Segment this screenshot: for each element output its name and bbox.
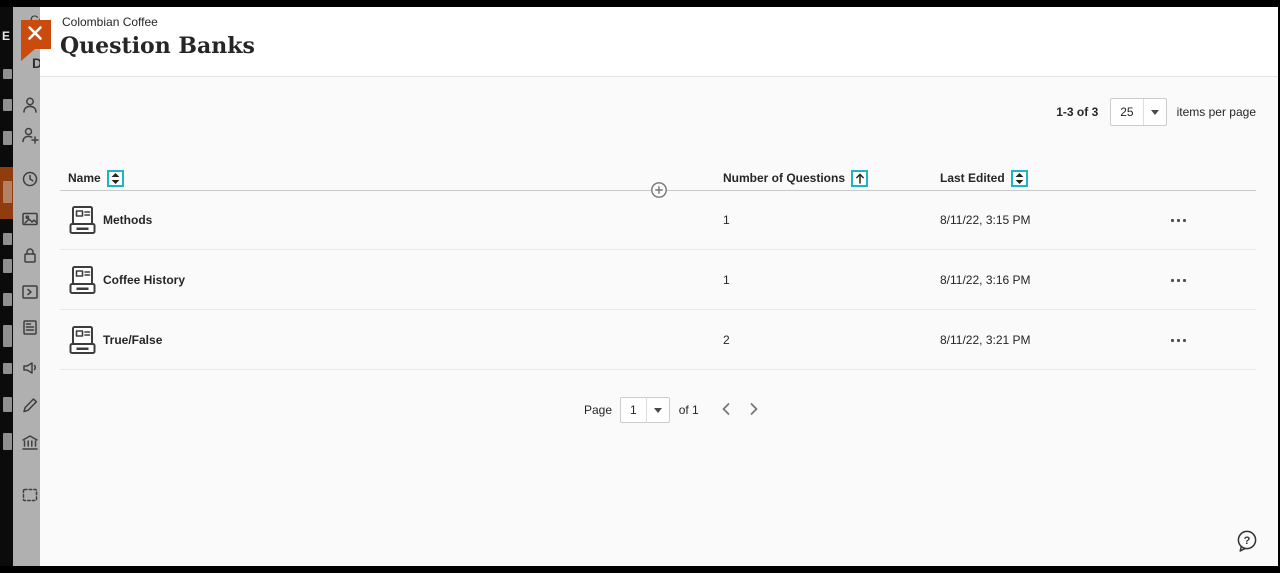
bank-name-link[interactable]: Methods xyxy=(103,213,153,227)
question-bank-icon xyxy=(68,325,97,355)
nav-icon-fragment xyxy=(3,293,12,306)
current-page-value: 1 xyxy=(630,403,637,417)
lock-icon xyxy=(20,245,40,265)
bank-name-link[interactable]: Coffee History xyxy=(103,273,186,287)
column-header-name: Name xyxy=(68,167,124,189)
row-divider xyxy=(60,309,1256,310)
window-frame-bottom xyxy=(0,566,1280,573)
nav-icon-fragment xyxy=(3,131,12,145)
dropdown-separator xyxy=(645,397,647,423)
pagination: Page 1 of 1 xyxy=(584,397,761,423)
nav-icon-fragment xyxy=(3,259,12,273)
bank-last-edited: 8/11/22, 3:15 PM xyxy=(940,213,1031,227)
column-label: Number of Questions xyxy=(723,171,846,185)
bank-question-count: 2 xyxy=(723,333,730,347)
bank-question-count: 1 xyxy=(723,273,730,287)
help-icon: ? xyxy=(1237,530,1257,552)
breadcrumb-course-name: Colombian Coffee xyxy=(62,15,158,29)
row-divider xyxy=(60,249,1256,250)
bank-last-edited: 8/11/22, 3:21 PM xyxy=(940,333,1031,347)
sort-both-icon xyxy=(111,172,120,184)
dropdown-separator xyxy=(1142,99,1144,125)
nav-icon-fragment xyxy=(3,99,12,111)
page-select-dropdown[interactable]: 1 xyxy=(620,397,670,423)
image-icon xyxy=(20,209,40,229)
items-per-page-value: 25 xyxy=(1120,105,1134,119)
nav-icon-fragment xyxy=(3,397,12,412)
item-range-text: 1-3 of 3 xyxy=(1056,105,1099,119)
clock-icon xyxy=(20,169,40,189)
bank-name-link[interactable]: True/False xyxy=(103,333,163,347)
nav-active-item-fragment xyxy=(0,167,13,219)
svg-text:?: ? xyxy=(1244,535,1251,547)
window-frame-top xyxy=(0,0,1280,7)
roster-icon xyxy=(20,95,40,115)
window-frame-right xyxy=(1278,0,1280,573)
institution-icon xyxy=(20,432,40,452)
nav-icon-fragment xyxy=(3,181,12,203)
announcements-icon xyxy=(20,317,40,337)
panel-body-background xyxy=(40,77,1278,566)
nav-icon-fragment xyxy=(3,233,12,245)
row-divider xyxy=(60,369,1256,370)
panel-chevron-icon xyxy=(20,282,40,302)
bank-question-count: 1 xyxy=(723,213,730,227)
add-content-placeholder-icon xyxy=(20,485,40,505)
nav-icon-fragment xyxy=(3,433,12,450)
caret-down-icon xyxy=(1144,109,1166,115)
nav-icon-fragment xyxy=(3,363,12,374)
page-total-text: of 1 xyxy=(678,403,699,417)
question-banks-panel: Colombian Coffee Question Banks 1-3 of 3… xyxy=(40,7,1278,566)
page-title: Question Banks xyxy=(60,33,255,59)
items-per-page-label: items per page xyxy=(1176,105,1256,119)
base-nav-strip: E xyxy=(0,7,13,566)
close-icon xyxy=(21,20,51,61)
table-row: Methods 1 8/11/22, 3:15 PM xyxy=(40,190,1278,250)
chevron-right-icon xyxy=(750,403,758,415)
column-label: Last Edited xyxy=(940,171,1005,185)
row-overflow-menu-button[interactable] xyxy=(1158,328,1198,352)
pencil-icon xyxy=(20,395,40,415)
next-page-button[interactable] xyxy=(747,402,761,418)
panel-header-divider xyxy=(40,76,1278,77)
megaphone-icon xyxy=(20,357,40,377)
add-person-icon xyxy=(20,125,40,145)
course-page-strip: Co D xyxy=(13,7,40,566)
sort-ascending-icon xyxy=(855,173,864,184)
table-row: True/False 2 8/11/22, 3:21 PM xyxy=(40,310,1278,370)
help-button[interactable]: ? xyxy=(1235,529,1259,553)
nav-icon-fragment xyxy=(3,69,12,79)
question-bank-icon xyxy=(68,265,97,295)
sort-questions-button[interactable] xyxy=(851,169,869,187)
nav-icon-fragment xyxy=(3,325,12,347)
column-header-last-edited: Last Edited xyxy=(940,167,1028,189)
list-controls: 1-3 of 3 25 items per page xyxy=(1056,98,1256,126)
row-overflow-menu-button[interactable] xyxy=(1158,268,1198,292)
sort-last-edited-button[interactable] xyxy=(1010,169,1028,187)
page-label: Page xyxy=(584,403,613,417)
close-panel-button[interactable] xyxy=(20,18,52,62)
details-heading-fragment: D xyxy=(32,55,40,71)
items-per-page-dropdown[interactable]: 25 xyxy=(1110,98,1167,126)
question-bank-icon xyxy=(68,205,97,235)
column-label: Name xyxy=(68,171,101,185)
previous-page-button[interactable] xyxy=(719,402,733,418)
plus-circle-icon xyxy=(651,182,667,198)
nav-text-fragment: E xyxy=(2,29,11,43)
sort-both-icon xyxy=(1015,172,1024,184)
chevron-left-icon xyxy=(722,403,730,415)
caret-down-icon xyxy=(647,407,669,413)
add-question-bank-button[interactable] xyxy=(650,181,668,199)
row-overflow-menu-button[interactable] xyxy=(1158,208,1198,232)
column-header-questions: Number of Questions xyxy=(723,167,869,189)
sort-name-button[interactable] xyxy=(106,169,124,187)
table-row: Coffee History 1 8/11/22, 3:16 PM xyxy=(40,250,1278,310)
bank-last-edited: 8/11/22, 3:16 PM xyxy=(940,273,1031,287)
